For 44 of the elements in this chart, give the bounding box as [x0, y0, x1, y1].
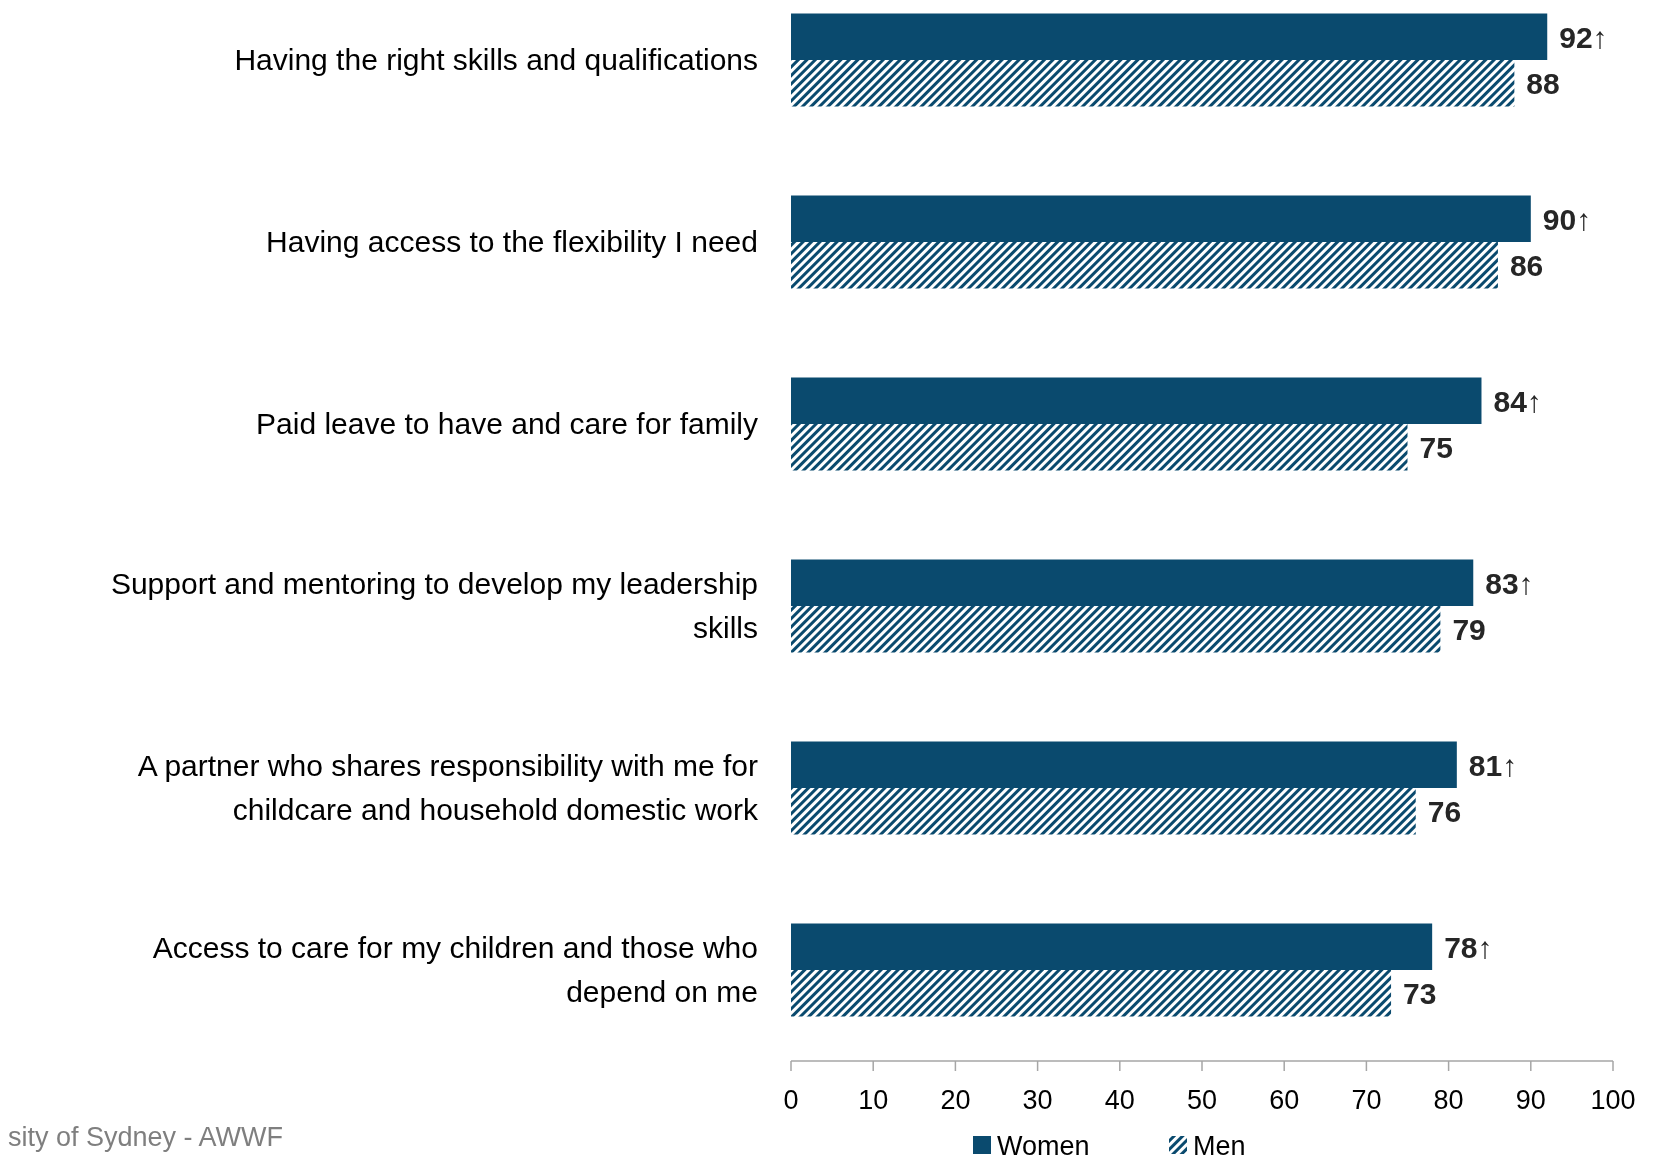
bar [791, 13, 1548, 60]
y-tick-label: Access to care for my children and those who depend on me [152, 931, 758, 1008]
x-tick-label: 90 [1515, 1085, 1546, 1115]
bar [791, 195, 1531, 242]
data-label: 88 [1526, 67, 1560, 101]
y-tick-label: A partner who shares responsibility with me for childcare and household domestic work [137, 749, 759, 826]
data-label: 76 [1427, 795, 1462, 829]
x-tick-label: 80 [1433, 1085, 1464, 1115]
data-label: 75 [1419, 431, 1453, 465]
data-label: 92↑ [1559, 20, 1608, 54]
bar [791, 788, 1416, 835]
x-tick-label: 50 [1186, 1085, 1218, 1115]
x-tick-label: 60 [1269, 1085, 1300, 1115]
bar [791, 606, 1441, 653]
bar [791, 970, 1392, 1017]
x-tick-label: 100 [1590, 1085, 1636, 1115]
x-tick-label: 30 [1022, 1085, 1053, 1115]
bar [791, 424, 1408, 471]
data-label: 79 [1452, 613, 1486, 647]
y-tick-label: Support and mentoring to develop my leadership skills [110, 567, 758, 644]
y-tick-label: Paid leave to have and care for family [256, 407, 758, 440]
y-tick-label: Having access to the flexibility I need [266, 225, 758, 258]
bar [791, 242, 1498, 289]
y-tick-label: Having the right skills and qualifications [234, 43, 758, 76]
bar [791, 377, 1482, 424]
text: sity of Sydney - AWWF [8, 1122, 284, 1152]
x-tick-label: 20 [940, 1085, 971, 1115]
data-label: 90↑ [1542, 202, 1592, 236]
data-label: 78↑ [1444, 930, 1493, 964]
x-tick-label: 10 [858, 1085, 889, 1115]
data-label: 86 [1509, 249, 1544, 283]
data-label: 73 [1403, 977, 1437, 1011]
bar [791, 741, 1457, 788]
legend-label: Women [997, 1131, 1090, 1161]
bar [791, 559, 1474, 606]
x-tick-label: 0 [783, 1085, 799, 1115]
legend-label: Men [1193, 1131, 1246, 1161]
x-tick-label: 40 [1104, 1085, 1135, 1115]
x-tick-label: 70 [1351, 1085, 1382, 1115]
data-label: 81↑ [1468, 748, 1518, 782]
bar [791, 923, 1433, 970]
data-label: 83↑ [1485, 566, 1534, 600]
bar [791, 60, 1515, 107]
data-label: 84↑ [1493, 384, 1542, 418]
